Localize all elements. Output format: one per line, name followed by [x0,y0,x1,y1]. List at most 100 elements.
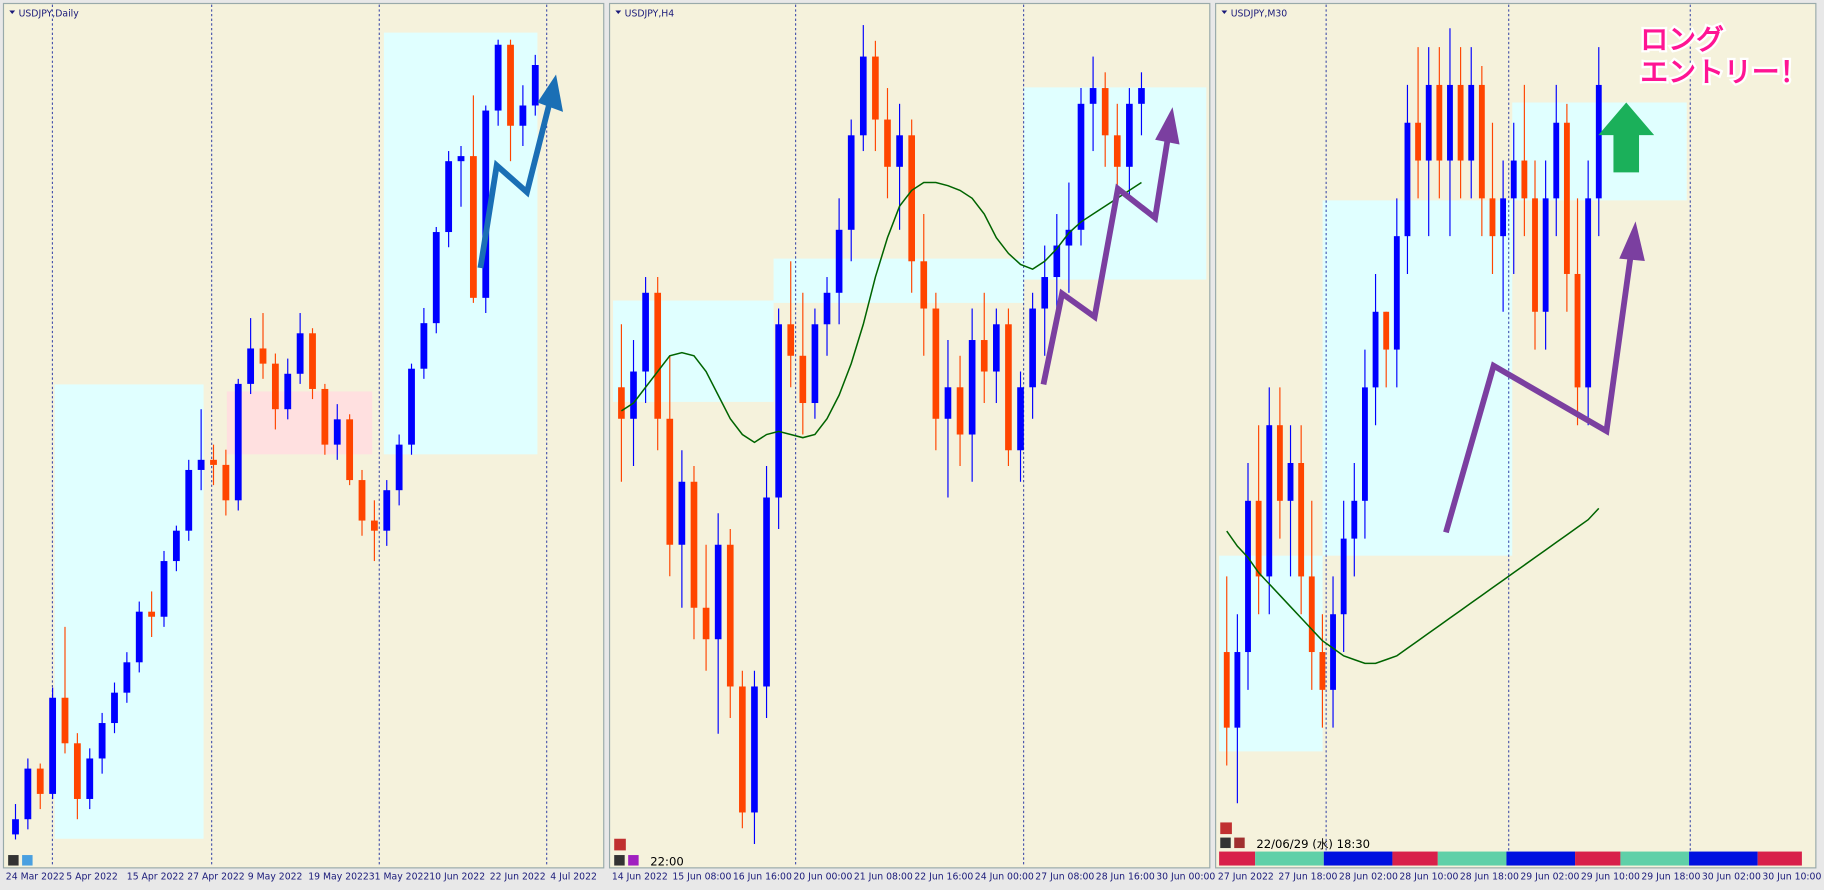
icon [22,855,33,866]
candle-body [872,56,879,120]
moving-average [1226,507,1600,665]
x-tick-label: 29 Jun 10:00 [1581,872,1640,883]
candle-body [1287,463,1294,501]
icons [8,822,1245,866]
candle-body [618,387,625,419]
candle-body [333,419,341,445]
x-tick-label: 29 Jun 02:00 [1520,872,1579,883]
candle-body [1245,500,1251,653]
candle-body [1319,652,1326,690]
candle-body [763,497,770,687]
candle-body [469,156,477,298]
bottom-bar [1219,851,1802,866]
candle-body [1436,84,1443,161]
candle-body [1362,387,1368,501]
candle-body [775,324,782,498]
candle-body [968,340,976,435]
x-tick-label: 28 Jun 18:00 [1460,872,1519,883]
candle-body [346,419,354,481]
x-tick-label: 28 Jun 02:00 [1339,872,1398,883]
candle-body [1447,84,1453,161]
candle-body [135,611,143,663]
candle-body [1383,311,1390,350]
candle-body [1089,88,1097,104]
icon [628,855,639,866]
arrow-head [537,74,564,112]
candle-body [859,56,867,136]
candle-body [370,520,378,531]
candle-body [247,348,255,384]
candle-body [726,544,734,687]
time-label: 22:00 [650,855,683,869]
x-tick-label: 27 Jun 08:00 [1035,872,1094,883]
candle-body [358,480,366,521]
candle-body [1266,425,1273,577]
candle-body [896,135,903,167]
x-tick-label: 24 Mar 2022 [6,872,65,883]
icon [614,838,626,851]
candle-body [148,611,156,617]
arrow-head [1155,107,1180,145]
icon [1234,837,1245,849]
bar-segment [1689,851,1758,866]
candle-body [49,697,57,794]
annotation: エントリー！ [1640,56,1807,89]
x-tick-label: 4 Jul 2022 [550,872,597,883]
candle-body [811,324,819,404]
arrows [477,74,1655,534]
candle-body [234,383,242,501]
candle-body [210,459,217,465]
panel-title: USDJPY,H4 [625,8,675,19]
candle-body [73,743,81,799]
x-tick-label: 29 Jun 18:00 [1641,872,1700,883]
candle-body [1223,652,1230,728]
x-tick-label: 30 Jun 00:00 [1156,872,1215,883]
x-tick-label: 21 Jun 08:00 [854,872,913,883]
x-tick-label: 20 Jun 00:00 [793,872,852,883]
candle-body [630,371,637,419]
candle-body [702,607,710,640]
x-tick-label: 22 Jun 2022 [490,872,546,883]
x-tick-label: 24 Jun 00:00 [975,872,1034,883]
x-tick-label: 15 Jun 08:00 [672,872,731,883]
x-tick-label: 22 Jun 16:00 [914,872,973,883]
icon [614,855,625,866]
candle-body [24,768,32,820]
title-marker [9,10,16,14]
x-tick-label: 28 Jun 16:00 [1096,872,1155,883]
candle-body [482,110,490,298]
candle-body [678,481,686,545]
x-tick-label: 28 Jun 10:00 [1399,872,1458,883]
x-tick-label: 10 Jun 2022 [429,872,485,883]
candle-body [1425,84,1432,161]
candle-body [111,692,118,724]
candle-body [690,481,698,608]
bar-segment [1620,851,1690,866]
panel-title: USDJPY,M30 [1231,8,1288,19]
moving-average [621,181,1142,444]
candle-body [1017,387,1024,451]
candle-body [445,161,453,233]
candle-body [993,324,1000,372]
candle-body [1532,198,1538,312]
candle-body [1521,160,1528,199]
arrow-head [1619,221,1645,261]
icon [1220,822,1232,835]
candle-body [1298,463,1305,577]
time-label: 22/06/29 (水) 18:30 [1256,837,1370,851]
candle-body [1468,84,1475,161]
candle-body [1101,88,1109,136]
panel-title: USDJPY,Daily [19,8,80,19]
candle-body [1574,273,1581,388]
candle-body [920,261,928,309]
candle-body [1330,614,1336,690]
x-tick-label: 16 Jun 16:00 [733,872,792,883]
candle-body [1553,122,1560,199]
candle-body [222,464,230,501]
candle-body [519,105,527,126]
icon [1220,837,1231,849]
candle-body [457,156,465,162]
candle-body [1510,160,1517,199]
candle-body [642,292,649,372]
arrow [477,104,552,269]
